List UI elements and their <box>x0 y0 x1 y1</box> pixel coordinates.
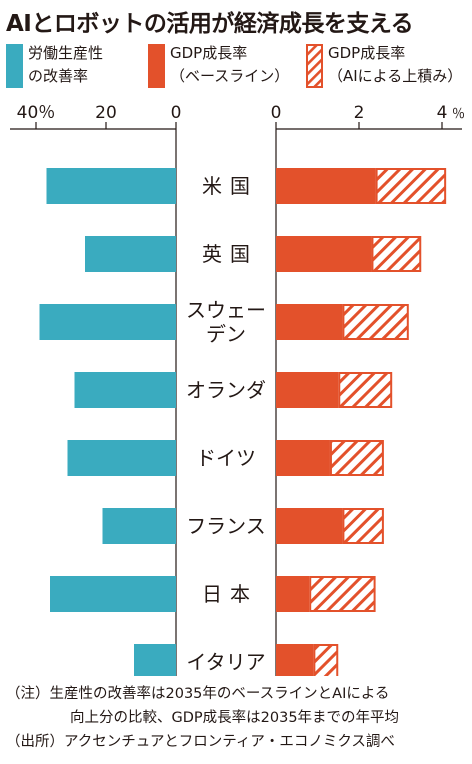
legend-label-productivity: 労働生産性 の改善率 <box>28 42 103 88</box>
legend-label-gdp-baseline: GDP成長率 （ベースライン） <box>170 42 289 88</box>
right-axis-tick-label: 0 <box>271 103 282 123</box>
gdp-baseline-bar <box>276 372 339 408</box>
legend-gdp-baseline-line1: GDP成長率 <box>170 44 248 62</box>
category-label: 英 <box>202 242 222 266</box>
productivity-bar <box>134 644 176 676</box>
category-label: 日 <box>202 582 222 606</box>
gdp-ai-bar <box>313 644 339 676</box>
legend-swatch-productivity <box>6 44 23 88</box>
left-axis-tick-label: 0 <box>171 103 182 123</box>
gdp-ai-bar <box>338 372 393 408</box>
note-line-2: 向上分の比較、GDP成長率は2035年までの年平均 <box>70 710 400 726</box>
legend-gdp-baseline-line2: （ベースライン） <box>170 67 290 85</box>
left-axis-tick-label: 20 <box>95 103 117 123</box>
gdp-ai-bar <box>371 236 422 272</box>
category-label: ドイツ <box>196 446 256 470</box>
gdp-baseline-bar <box>276 304 343 340</box>
category-label: 国 <box>230 174 250 198</box>
productivity-bar <box>67 440 176 476</box>
gdp-baseline-bar <box>276 236 372 272</box>
note-line-1: （注）生産性の改善率は2035年のベースラインとAIによる <box>6 686 390 702</box>
gdp-ai-bar <box>342 508 384 544</box>
gdp-ai-bar <box>329 440 384 476</box>
productivity-bar <box>50 576 176 612</box>
gdp-ai-bar <box>375 168 447 204</box>
chart-title: AIとロボットの活用が経済成長を支える <box>6 11 414 37</box>
left-axis-tick-label: 40％ <box>17 103 56 123</box>
legend-gdp-ai-line2: （AIによる上積み） <box>328 67 463 85</box>
gdp-baseline-bar <box>276 508 343 544</box>
category-label: デン <box>206 322 246 346</box>
right-axis-tick-label: 2 <box>354 103 365 123</box>
gdp-ai-bar <box>342 304 409 340</box>
legend-swatch-gdp-baseline <box>148 44 165 88</box>
category-label: イタリア <box>186 650 265 674</box>
legend-label-gdp-ai: GDP成長率 （AIによる上積み） <box>328 42 462 88</box>
chart-notes: （注）生産性の改善率は2035年のベースラインとAIによる 向上分の比較、GDP… <box>6 682 399 754</box>
category-label: スウェー <box>186 298 266 322</box>
gdp-baseline-bar <box>276 168 376 204</box>
right-axis-tick-label: 4 <box>437 103 448 123</box>
legend-gdp-ai-line1: GDP成長率 <box>328 44 406 62</box>
category-label: フランス <box>186 514 266 538</box>
category-label: 国 <box>230 242 250 266</box>
gdp-ai-bar <box>309 576 376 612</box>
gdp-baseline-bar <box>276 644 314 676</box>
legend-swatch-gdp-ai <box>306 44 323 88</box>
legend-productivity-line1: 労働生産性 <box>28 44 104 62</box>
right-axis-unit: ％ <box>452 107 465 122</box>
productivity-bar <box>102 508 176 544</box>
gdp-baseline-bar <box>276 576 310 612</box>
productivity-bar <box>85 236 176 272</box>
category-label: 米 <box>202 174 222 198</box>
productivity-bar <box>74 372 176 408</box>
gdp-baseline-bar <box>276 440 330 476</box>
legend-productivity-line2: の改善率 <box>28 67 89 85</box>
source-line: （出所）アクセンチュアとフロンティア・エコノミクス調べ <box>6 734 395 750</box>
productivity-bar <box>46 168 176 204</box>
category-label: オランダ <box>186 378 266 402</box>
productivity-bar <box>39 304 176 340</box>
category-label: 本 <box>230 582 250 606</box>
